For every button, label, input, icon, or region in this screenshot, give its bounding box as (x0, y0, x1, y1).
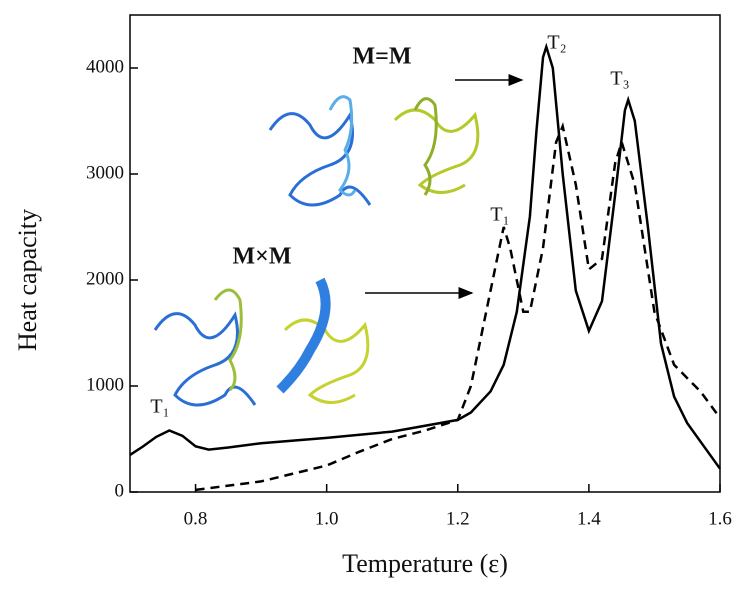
data-line (129, 42, 722, 470)
x-axis-label: Temperature (ε) (342, 549, 508, 578)
x-tick-label: 1.2 (446, 508, 470, 529)
y-axis-label: Heat capacity (13, 209, 42, 351)
y-tick-label: 2000 (86, 268, 124, 289)
annotation: T₃ (610, 68, 629, 90)
x-tick-label: 0.8 (184, 508, 208, 529)
x-tick-label: 1.0 (315, 508, 339, 529)
y-tick-label: 3000 (86, 162, 124, 183)
y-tick-label: 0 (115, 480, 125, 501)
annotation: T₂ (547, 32, 566, 54)
x-tick-label: 1.6 (708, 508, 732, 529)
y-tick-label: 4000 (86, 56, 124, 77)
data-line (195, 122, 722, 492)
x-tick-label: 1.4 (577, 508, 601, 529)
annotation: T₁ (490, 204, 509, 226)
annotation: M×M (233, 244, 292, 270)
annotation: M=M (353, 44, 412, 70)
protein-illustration (153, 95, 480, 407)
annotation: T₁ (150, 396, 169, 418)
plot-frame (129, 14, 721, 493)
y-tick-label: 1000 (86, 374, 124, 395)
